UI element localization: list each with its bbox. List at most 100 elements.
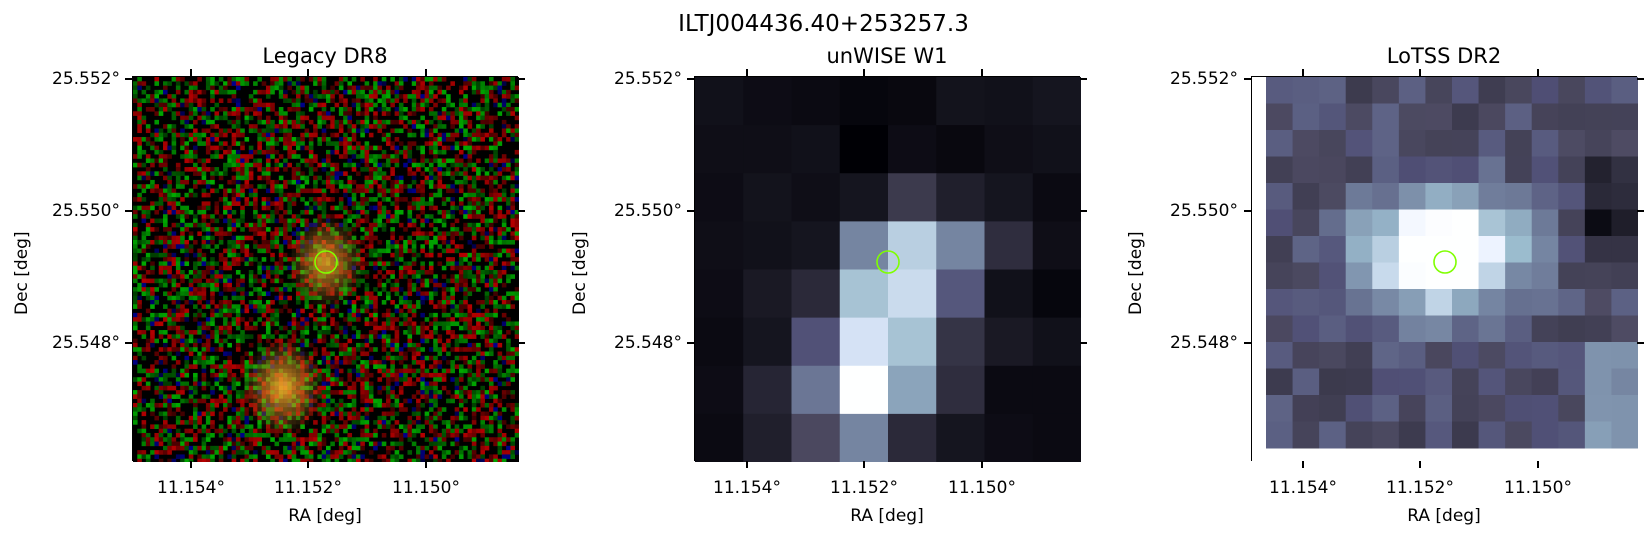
image-pixel bbox=[291, 244, 297, 249]
image-pixel bbox=[360, 432, 365, 438]
image-pixel bbox=[133, 312, 138, 318]
image-pixel bbox=[338, 441, 344, 447]
image-pixel bbox=[420, 372, 425, 378]
image-pixel bbox=[270, 218, 275, 224]
image-pixel bbox=[235, 175, 241, 181]
image-pixel bbox=[214, 372, 220, 378]
image-pixel bbox=[433, 381, 438, 387]
image-pixel bbox=[476, 107, 481, 112]
image-pixel bbox=[480, 385, 485, 391]
image-pixel bbox=[381, 261, 387, 267]
image-pixel bbox=[287, 252, 292, 258]
image-pixel bbox=[356, 312, 361, 318]
image-pixel bbox=[193, 347, 198, 352]
image-pixel bbox=[163, 89, 168, 95]
image-pixel bbox=[295, 347, 301, 352]
image-pixel bbox=[433, 291, 438, 297]
image-pixel bbox=[493, 98, 498, 104]
image-pixel bbox=[214, 89, 220, 95]
image-pixel bbox=[295, 342, 301, 348]
image-pixel bbox=[476, 325, 481, 331]
image-pixel bbox=[360, 372, 365, 378]
image-pixel bbox=[428, 330, 434, 335]
image-pixel bbox=[476, 128, 481, 134]
image-pixel bbox=[283, 304, 288, 309]
image-pixel bbox=[416, 162, 421, 168]
image-pixel bbox=[248, 325, 254, 331]
image-pixel bbox=[467, 201, 473, 206]
image-pixel bbox=[497, 398, 503, 404]
image-pixel bbox=[373, 119, 378, 125]
image-pixel bbox=[450, 377, 455, 382]
image-pixel bbox=[287, 390, 292, 395]
image-pixel bbox=[484, 107, 490, 112]
image-pixel bbox=[163, 81, 168, 86]
image-pixel bbox=[193, 132, 198, 138]
image-pixel bbox=[235, 287, 241, 292]
image-pixel bbox=[287, 162, 292, 168]
image-pixel bbox=[158, 385, 164, 391]
image-pixel bbox=[381, 411, 387, 417]
image-pixel bbox=[433, 94, 438, 99]
image-pixel bbox=[356, 252, 361, 258]
image-pixel bbox=[240, 205, 245, 211]
image-pixel bbox=[321, 274, 327, 279]
image-pixel bbox=[244, 411, 250, 417]
image-pixel bbox=[484, 94, 490, 99]
image-pixel bbox=[484, 239, 490, 245]
image-pixel bbox=[227, 227, 232, 232]
image-pixel bbox=[493, 300, 498, 305]
image-pixel bbox=[476, 175, 481, 181]
image-pixel bbox=[150, 424, 155, 429]
image-pixel bbox=[347, 115, 353, 121]
image-pixel bbox=[467, 158, 473, 164]
image-pixel bbox=[261, 368, 267, 374]
image-pixel bbox=[343, 390, 348, 395]
image-pixel bbox=[484, 282, 490, 288]
image-pixel bbox=[313, 381, 318, 387]
image-pixel bbox=[356, 209, 361, 215]
image-pixel bbox=[210, 132, 215, 138]
image-pixel bbox=[295, 265, 301, 271]
image-pixel bbox=[300, 325, 305, 331]
image-pixel bbox=[201, 355, 207, 361]
image-pixel bbox=[501, 381, 507, 387]
image-pixel bbox=[501, 175, 507, 181]
image-pixel bbox=[197, 167, 202, 172]
image-pixel bbox=[484, 111, 490, 116]
image-pixel bbox=[450, 239, 455, 245]
image-pixel bbox=[501, 239, 507, 245]
image-pixel bbox=[308, 158, 314, 164]
image-pixel bbox=[145, 295, 151, 301]
image-pixel bbox=[283, 252, 288, 258]
image-pixel bbox=[326, 325, 331, 331]
image-pixel bbox=[390, 325, 395, 331]
image-pixel bbox=[295, 115, 301, 121]
image-pixel bbox=[261, 265, 267, 271]
image-pixel bbox=[278, 300, 284, 305]
image-pixel bbox=[295, 420, 301, 425]
image-pixel bbox=[291, 252, 297, 258]
image-pixel bbox=[514, 432, 519, 438]
image-pixel bbox=[463, 175, 468, 181]
image-pixel bbox=[171, 111, 177, 116]
image-pixel bbox=[150, 291, 155, 297]
image-pixel bbox=[150, 364, 155, 369]
image-pixel bbox=[150, 334, 155, 339]
image-pixel bbox=[145, 98, 151, 104]
image-pixel bbox=[253, 201, 258, 206]
image-pixel bbox=[420, 222, 425, 228]
image-pixel bbox=[141, 265, 147, 271]
image-pixel bbox=[223, 282, 228, 288]
image-pixel bbox=[205, 347, 211, 352]
image-pixel bbox=[214, 102, 220, 108]
image-pixel bbox=[347, 415, 353, 421]
image-pixel bbox=[403, 355, 408, 361]
image-pixel bbox=[493, 257, 498, 262]
image-pixel bbox=[193, 377, 198, 382]
image-pixel bbox=[257, 381, 262, 387]
image-pixel bbox=[133, 304, 138, 309]
image-pixel bbox=[184, 214, 190, 219]
image-pixel bbox=[235, 167, 241, 172]
image-pixel bbox=[390, 270, 395, 275]
